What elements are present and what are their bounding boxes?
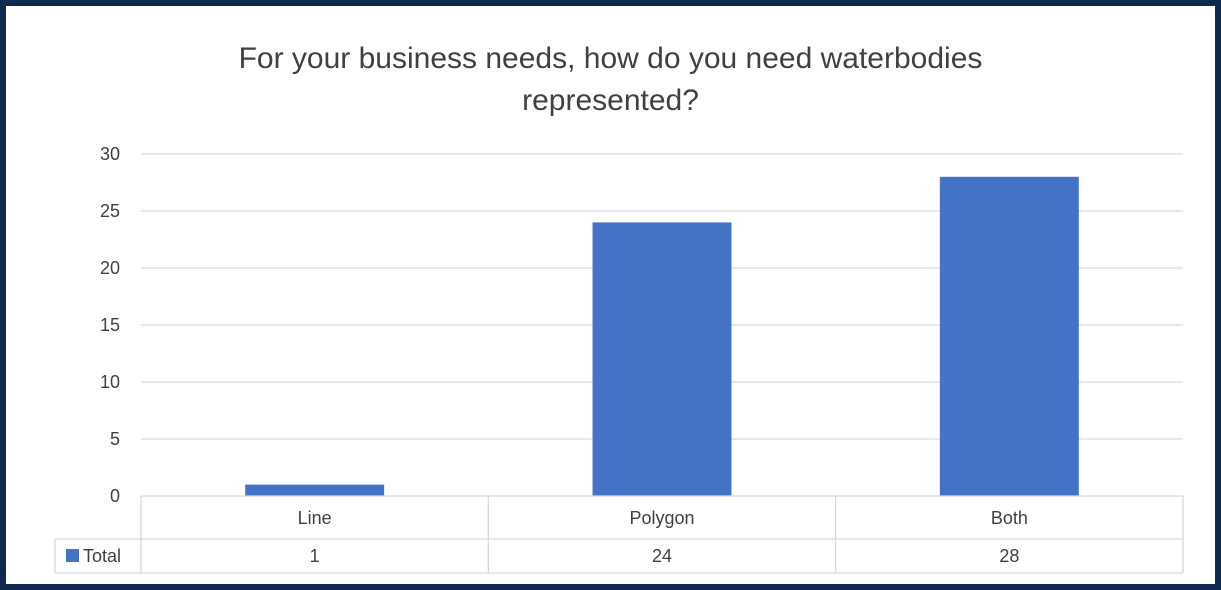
y-tick-label: 10 bbox=[100, 372, 120, 392]
data-table-value: 1 bbox=[310, 546, 320, 566]
data-table-value: 24 bbox=[652, 546, 672, 566]
y-tick-label: 25 bbox=[100, 201, 120, 221]
bar[interactable] bbox=[939, 176, 1079, 497]
legend-label: Total bbox=[83, 546, 121, 566]
category-label: Line bbox=[298, 508, 332, 528]
y-tick-label: 20 bbox=[100, 258, 120, 278]
data-table-value: 28 bbox=[999, 546, 1019, 566]
bar[interactable] bbox=[245, 484, 385, 496]
category-label: Both bbox=[991, 508, 1028, 528]
y-tick-label: 0 bbox=[110, 486, 120, 506]
y-tick-label: 5 bbox=[110, 429, 120, 449]
y-tick-label: 30 bbox=[100, 144, 120, 164]
legend-swatch bbox=[66, 549, 79, 562]
bar[interactable] bbox=[592, 222, 732, 496]
chart-title-line-1: For your business needs, how do you need… bbox=[238, 42, 983, 75]
chart-title-line-2: represented? bbox=[522, 84, 699, 117]
chart-title: For your business needs, how do you need… bbox=[0, 38, 1221, 122]
category-label: Polygon bbox=[629, 508, 694, 528]
y-tick-label: 15 bbox=[100, 315, 120, 335]
